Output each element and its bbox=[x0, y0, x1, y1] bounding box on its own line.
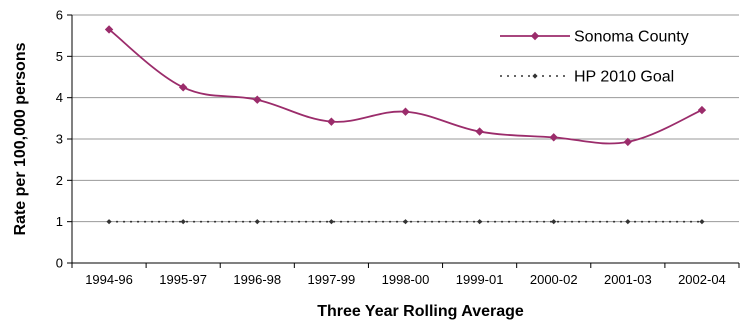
y-tick-label: 3 bbox=[56, 132, 63, 147]
legend-item: HP 2010 Goal bbox=[500, 69, 674, 86]
data-point bbox=[401, 107, 410, 116]
series-hp-2010-goal bbox=[106, 219, 705, 225]
data-point bbox=[327, 117, 336, 126]
y-tick-label: 0 bbox=[56, 256, 63, 271]
x-tick-label: 2002-04 bbox=[678, 272, 726, 287]
y-tick-label: 5 bbox=[56, 49, 63, 64]
x-tick-label: 1999-01 bbox=[456, 272, 504, 287]
y-axis-title: Rate per 100,000 persons bbox=[12, 42, 29, 235]
series-layer bbox=[104, 25, 707, 225]
y-tick-label: 1 bbox=[56, 214, 63, 229]
x-tick-label: 1997-99 bbox=[308, 272, 356, 287]
legend-label: Sonoma County bbox=[574, 29, 689, 46]
x-tick-label: 2001-03 bbox=[604, 272, 652, 287]
data-point bbox=[106, 219, 112, 225]
legend-item: Sonoma County bbox=[500, 29, 689, 46]
data-point bbox=[475, 127, 484, 136]
gridlines bbox=[72, 14, 739, 223]
data-point bbox=[699, 219, 705, 225]
x-tick-label: 1994-96 bbox=[85, 272, 133, 287]
data-point bbox=[402, 219, 409, 225]
legend-marker bbox=[530, 31, 540, 41]
x-axis-ticks: 1994-96 1995-97 1996-98 1997-99 1998-00 1999-… bbox=[71, 263, 740, 287]
legend-marker bbox=[532, 73, 538, 79]
series-sonoma-county bbox=[104, 25, 707, 147]
y-tick-label: 4 bbox=[56, 90, 63, 105]
x-axis-title: Three Year Rolling Average bbox=[317, 303, 524, 320]
x-tick-label: 1996-98 bbox=[233, 272, 281, 287]
data-point bbox=[180, 219, 186, 225]
data-point bbox=[477, 219, 483, 225]
data-point bbox=[328, 219, 334, 225]
x-tick-label: 1995-97 bbox=[159, 272, 207, 287]
legend: Sonoma County HP 2010 Goal bbox=[500, 29, 689, 86]
x-tick-label: 1998-00 bbox=[382, 272, 430, 287]
data-point bbox=[549, 133, 558, 142]
series-line bbox=[108, 28, 703, 145]
data-point bbox=[551, 219, 557, 225]
data-point bbox=[697, 105, 707, 115]
data-point bbox=[254, 219, 260, 225]
data-point bbox=[625, 219, 631, 225]
y-axis-ticks: 0 1 2 3 4 5 6 bbox=[56, 8, 72, 271]
data-point bbox=[253, 95, 262, 104]
legend-label: HP 2010 Goal bbox=[574, 69, 674, 86]
data-point bbox=[104, 25, 114, 34]
data-point bbox=[178, 83, 188, 92]
y-tick-label: 2 bbox=[56, 173, 63, 188]
x-tick-label: 2000-02 bbox=[530, 272, 578, 287]
y-tick-label: 6 bbox=[56, 8, 63, 23]
data-point bbox=[623, 137, 633, 147]
